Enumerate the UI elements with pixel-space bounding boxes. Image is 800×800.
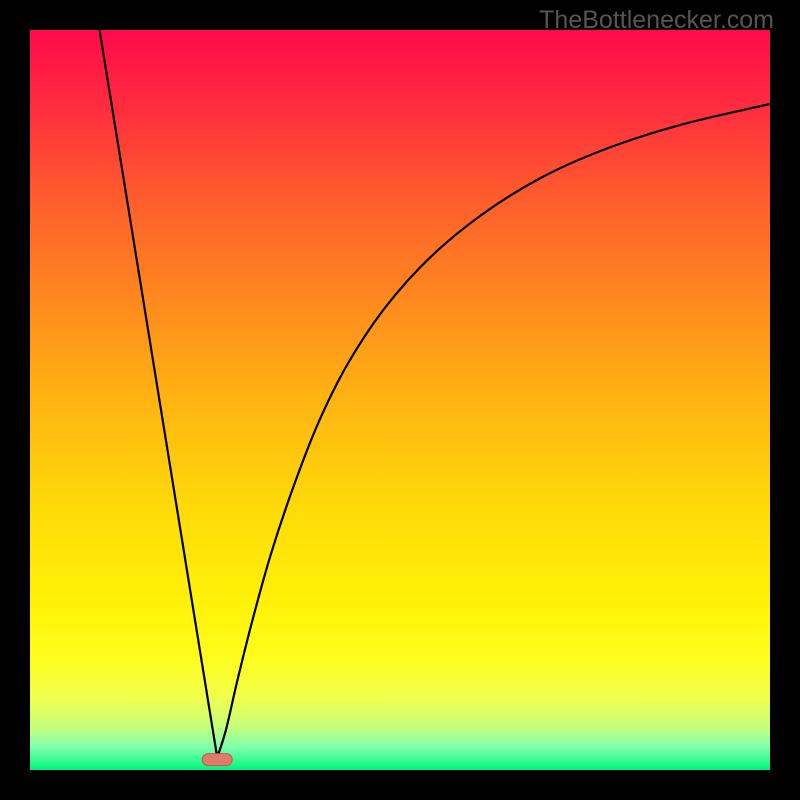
gradient-background [30, 30, 770, 770]
plot-area [30, 30, 770, 770]
chart-container: TheBottlenecker.com [0, 0, 800, 800]
watermark-text: TheBottlenecker.com [539, 6, 774, 35]
